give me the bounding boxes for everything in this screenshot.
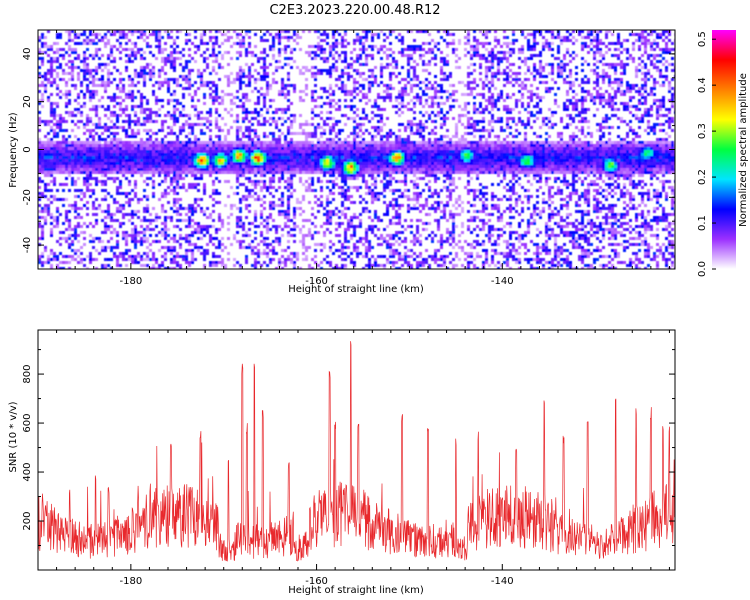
snr-x-axis-label: Height of straight line (km)	[288, 585, 424, 596]
snr-y-tick-label: 800	[22, 365, 33, 384]
colorbar-ticks: 0.0 0.1 0.2 0.3 0.4 0.5	[697, 31, 716, 277]
colorbar-tick-label: 0.1	[697, 215, 708, 231]
snr-y-tick-label: 400	[22, 462, 33, 481]
snr-frame	[37, 329, 676, 571]
colorbar: 0.0 0.1 0.2 0.3 0.4 0.5 Normalized spectral a…	[697, 30, 749, 277]
heatmap-y-tick-label: 20	[22, 95, 33, 108]
colorbar-tick-label: 0.4	[697, 77, 708, 93]
snr-y-ticks: 200 400 600 800	[22, 349, 675, 547]
heatmap-y-ticks: -40 -20 0 20 40	[22, 29, 675, 270]
heatmap-x-tick-label: -140	[491, 276, 514, 287]
chart-title: C2E3.2023.220.00.48.R12	[269, 3, 440, 18]
snr-series-line	[38, 341, 675, 562]
heatmap-y-axis-label: Frequency (Hz)	[8, 112, 19, 188]
snr-x-tick-label: -160	[305, 576, 328, 587]
snr-x-ticks: -180 -160 -140	[37, 330, 670, 587]
colorbar-tick-label: 0.3	[697, 123, 708, 139]
colorbar-tick-label: 0.5	[697, 31, 708, 47]
heatmap-x-tick-label: -160	[305, 276, 328, 287]
heatmap-y-tick-label: -40	[22, 237, 33, 253]
snr-panel: -180 -160 -140 200 400 600 800 Height of stra…	[8, 329, 676, 596]
snr-y-axis-label: SNR (10 * v/v)	[8, 401, 19, 472]
heatmap-y-tick-label: 0	[22, 146, 33, 152]
snr-y-tick-label: 200	[22, 511, 33, 530]
heatmap-y-tick-label: 40	[22, 48, 33, 61]
heatmap-y-tick-label: -20	[22, 189, 33, 205]
heatmap-panel: -180 -160 -140 -40 -20 0 20 40 Height of strai…	[8, 29, 676, 295]
snr-x-tick-label: -140	[491, 576, 514, 587]
colorbar-gradient	[712, 30, 736, 269]
snr-x-tick-label: -180	[120, 576, 143, 587]
snr-y-tick-label: 600	[22, 414, 33, 433]
heatmap-x-ticks: -180 -160 -140	[37, 30, 670, 287]
heatmap-cells	[38, 30, 675, 269]
heatmap-x-axis-label: Height of straight line (km)	[288, 284, 424, 295]
colorbar-tick-label: 0.2	[697, 169, 708, 185]
colorbar-label: Normalized spectral amplitude	[738, 73, 749, 227]
heatmap-x-tick-label: -180	[120, 276, 143, 287]
colorbar-tick-label: 0.0	[697, 261, 708, 277]
